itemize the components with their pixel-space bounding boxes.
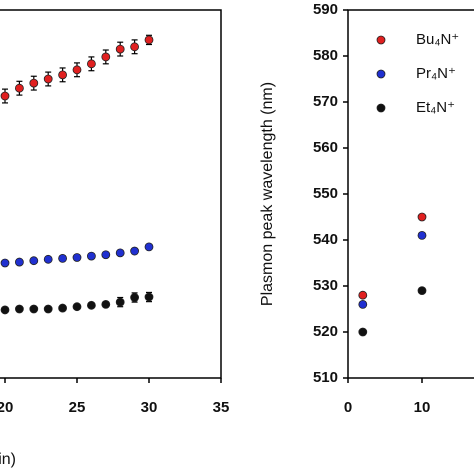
data-point bbox=[101, 299, 111, 309]
data-point bbox=[72, 65, 82, 75]
data-point bbox=[29, 78, 39, 88]
data-point bbox=[43, 304, 53, 314]
data-point bbox=[58, 253, 67, 263]
y-axis-label: Plasmon peak wavelength (nm) bbox=[259, 82, 276, 306]
legend-label: Pr₄N⁺ bbox=[416, 65, 456, 82]
y-tick-label: 520 bbox=[313, 323, 338, 340]
data-point bbox=[417, 212, 427, 222]
data-point bbox=[29, 304, 39, 314]
data-point bbox=[87, 251, 96, 261]
data-point bbox=[101, 52, 111, 62]
y-tick-label: 550 bbox=[313, 185, 338, 202]
plot-frame bbox=[0, 9, 222, 379]
data-point bbox=[87, 59, 96, 69]
y-tick-label: 510 bbox=[313, 369, 338, 386]
y-tick-label: 530 bbox=[313, 277, 338, 294]
data-point bbox=[358, 327, 368, 337]
legend-marker bbox=[376, 103, 386, 113]
y-tick-label: 540 bbox=[313, 231, 338, 248]
data-point bbox=[144, 292, 154, 302]
x-axis-label: Time (min) bbox=[0, 451, 16, 468]
data-point bbox=[115, 248, 125, 258]
data-point bbox=[14, 83, 24, 93]
data-point bbox=[58, 303, 67, 313]
x-tick-label: 35 bbox=[213, 399, 230, 416]
x-tick-label: 20 bbox=[0, 399, 13, 416]
data-point bbox=[115, 297, 125, 307]
data-point bbox=[87, 300, 96, 310]
x-tick-label: 30 bbox=[141, 399, 158, 416]
data-point bbox=[130, 246, 140, 256]
data-point bbox=[130, 293, 140, 302]
data-point bbox=[358, 299, 368, 309]
data-point bbox=[0, 258, 10, 268]
data-point bbox=[14, 304, 24, 314]
legend-label: Bu₄N⁺ bbox=[416, 31, 459, 48]
data-point bbox=[115, 44, 125, 54]
data-point bbox=[29, 256, 39, 266]
x-tick-label: 10 bbox=[414, 399, 431, 416]
data-point bbox=[72, 302, 82, 312]
data-point bbox=[144, 242, 154, 252]
data-point bbox=[72, 253, 82, 262]
data-point bbox=[14, 257, 24, 267]
data-point bbox=[417, 230, 427, 240]
data-point bbox=[417, 286, 427, 296]
legend-marker bbox=[376, 69, 386, 79]
data-point bbox=[358, 290, 368, 300]
y-tick-label: 590 bbox=[313, 1, 338, 18]
data-point bbox=[144, 35, 154, 45]
legend-marker bbox=[376, 35, 386, 45]
data-point bbox=[101, 250, 111, 260]
data-point bbox=[43, 254, 53, 264]
data-point bbox=[0, 305, 10, 315]
data-point bbox=[43, 74, 53, 84]
data-point bbox=[130, 42, 140, 52]
legend-label: Et₄N⁺ bbox=[416, 99, 455, 116]
y-tick-label: 570 bbox=[313, 93, 338, 110]
y-tick-label: 580 bbox=[313, 47, 338, 64]
x-tick-label: 25 bbox=[69, 399, 86, 416]
x-tick-label: 0 bbox=[344, 399, 352, 416]
y-tick-label: 560 bbox=[313, 139, 338, 156]
data-point bbox=[58, 70, 67, 80]
data-point bbox=[0, 91, 10, 101]
